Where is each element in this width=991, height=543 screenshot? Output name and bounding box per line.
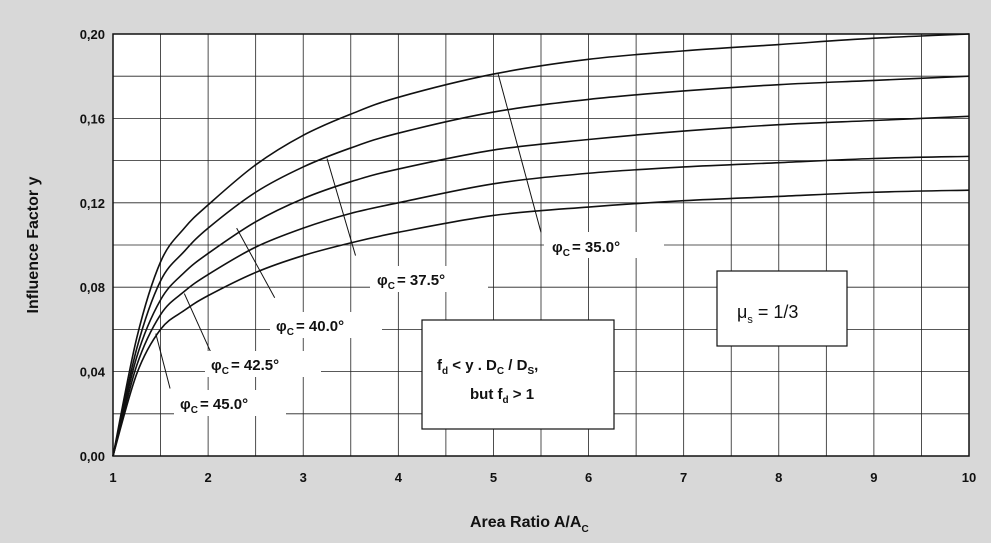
label-phi-35-box	[544, 232, 664, 258]
condition-line-1: fd < y . DC / DS,	[437, 357, 538, 377]
label-phi-40: φC = 40.0°	[270, 312, 382, 338]
y-axis-title: Influence Factor y	[25, 176, 42, 313]
mu-box-frame	[716, 270, 848, 347]
y-tick-label: 0,16	[80, 111, 105, 126]
label-phi-42-5-box	[205, 351, 321, 377]
condition-line-2: but fd > 1	[470, 386, 534, 406]
mu-box: μs = 1/3	[716, 270, 848, 347]
label-phi-45: φC = 45.0°	[174, 390, 286, 416]
x-tick-label: 7	[680, 470, 687, 485]
series-line-3	[112, 155, 970, 457]
svg-text:φC= 42.5°: φC = 42.5°	[211, 357, 279, 377]
label-phi-37-5: φC = 37.5°	[370, 266, 488, 292]
svg-text:φC= 40.0°: φC = 40.0°	[276, 318, 344, 338]
x-tick-label: 10	[962, 470, 976, 485]
svg-text:φC= 37.5°: φC = 37.5°	[377, 272, 445, 292]
leader-line-2	[236, 227, 276, 298]
x-tick-label: 2	[204, 470, 211, 485]
label-phi-40-box	[270, 312, 382, 338]
label-phi-35: φC = 35.0°	[544, 232, 664, 259]
leader-line-3	[183, 293, 214, 358]
label-phi-37-5-box	[370, 266, 488, 292]
svg-text:φC= 35.0°: φC = 35.0°	[552, 239, 620, 259]
y-tick-label: 0,04	[80, 365, 106, 380]
curves	[112, 33, 970, 457]
x-tick-label: 9	[870, 470, 877, 485]
series-line-0	[112, 33, 970, 457]
series-line-2	[112, 115, 970, 457]
x-tick-label: 5	[490, 470, 497, 485]
x-axis-title: Area Ratio A/AC	[470, 514, 589, 535]
series-line-4	[112, 189, 970, 457]
condition-box-frame	[421, 319, 615, 430]
x-tick-label: 3	[300, 470, 307, 485]
leader-line-0	[497, 73, 542, 233]
y-tick-label: 0,12	[80, 196, 105, 211]
svg-text:φC= 45.0°: φC = 45.0°	[180, 396, 248, 416]
x-tick-label: 1	[109, 470, 116, 485]
label-phi-45-box	[174, 390, 286, 416]
label-phi-42-5: φC = 42.5°	[205, 351, 321, 377]
y-tick-label: 0,08	[80, 280, 105, 295]
leader-line-1	[326, 158, 357, 256]
y-tick-label: 0,00	[80, 449, 105, 464]
leader-lines	[155, 73, 542, 389]
mu-label: μs = 1/3	[737, 302, 798, 326]
x-tick-label: 8	[775, 470, 782, 485]
x-tick-label: 4	[395, 470, 403, 485]
condition-box: fd < y . DC / DS, but fd > 1	[421, 319, 615, 430]
y-tick-label: 0,20	[80, 27, 105, 42]
tick-labels: 1 2 3 4 5 6 7 8 9 10 0,00 0,04 0,08 0,12 0,16 0,20	[80, 27, 977, 485]
plot-border	[112, 33, 970, 457]
x-tick-label: 6	[585, 470, 592, 485]
series-line-1	[112, 75, 970, 457]
leader-line-4	[155, 333, 171, 389]
